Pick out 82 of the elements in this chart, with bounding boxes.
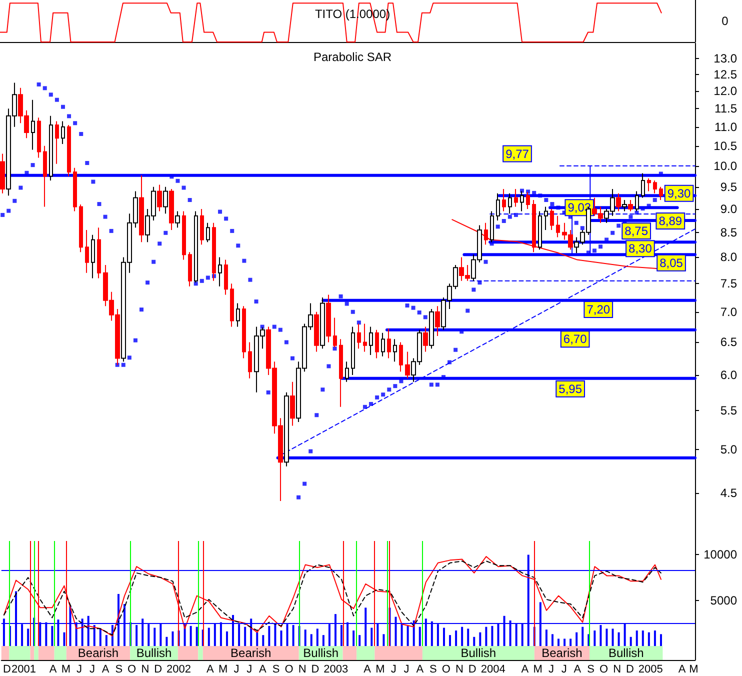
band-label: Bearish	[230, 646, 272, 660]
x-tick-label: A	[49, 664, 58, 676]
x-tick-label: N	[141, 664, 150, 676]
y-tick-label: 9.5	[720, 180, 738, 194]
band-label: Bearish	[78, 646, 119, 660]
y-tick-label: 5.5	[720, 404, 738, 418]
y-tick-label: 10.5	[714, 138, 738, 153]
x-tick-label: A	[574, 664, 582, 676]
x-tick-label: D	[468, 664, 476, 676]
x-tick-label: A	[521, 664, 530, 676]
x-tick-label: J	[234, 664, 240, 676]
x-tick-label: N	[613, 664, 622, 676]
annotation: 8,30	[628, 242, 652, 256]
y-tick-label: 4.5	[720, 486, 738, 500]
x-tick-label: 2001	[12, 664, 36, 676]
x-tick-label: J	[561, 664, 567, 676]
annotation: 6,70	[563, 332, 588, 346]
x-tick-label: 2005	[638, 664, 663, 676]
x-tick-label: M	[533, 664, 542, 676]
band-label: Bearish	[542, 646, 582, 660]
annotation: 8,89	[658, 214, 682, 228]
y-tick-label: 12.0	[714, 84, 738, 98]
annotation: 5,95	[558, 382, 582, 396]
x-tick-label: 2004	[480, 664, 506, 676]
y-tick-label: 13.0	[714, 51, 738, 66]
annotation: 8,75	[624, 224, 648, 238]
x-tick-label: J	[89, 664, 95, 676]
y-tick-label: 11.5	[714, 102, 738, 116]
x-tick-label: J	[548, 664, 554, 676]
x-tick-label: S	[115, 664, 123, 676]
x-tick-label: A	[102, 664, 110, 676]
x-tick-label: O	[128, 664, 137, 676]
y-tick-label: 5.0	[720, 442, 738, 457]
x-tick-label: M	[376, 664, 385, 676]
x-tick-label: 2003	[324, 664, 348, 676]
x-tick-label: N	[298, 664, 306, 676]
band-label: Bullish	[608, 646, 644, 660]
y-tick-label: 11.0	[714, 120, 738, 134]
x-tick-label: D	[311, 664, 320, 676]
text: Parabolic SAR	[313, 50, 392, 64]
x-tick-label: M	[218, 664, 228, 676]
x-tick-label: A	[206, 664, 215, 676]
x-tick-label: D	[154, 664, 162, 676]
text: 0	[722, 14, 729, 28]
x-tick-label: N	[456, 664, 464, 676]
y-tick-label: 8.5	[720, 225, 738, 240]
band-label: Bullish	[303, 646, 339, 660]
x-tick-label: O	[284, 664, 294, 676]
x-tick-label: M	[689, 664, 698, 676]
y-tick-label: 7.0	[720, 304, 738, 319]
x-tick-label: A	[416, 664, 424, 676]
x-tick-label: S	[430, 664, 437, 676]
y-tick-label: 9.0	[720, 202, 738, 216]
band-label: Bullish	[136, 646, 172, 660]
annotation: 9,77	[506, 146, 530, 161]
x-tick-label: 2002	[166, 664, 192, 676]
x-tick-label: J	[404, 664, 410, 676]
y-tick-label: 8.0	[720, 250, 738, 264]
x-tick-label: O	[599, 664, 608, 676]
x-tick-label: S	[587, 664, 594, 676]
x-tick-label: D	[2, 664, 11, 676]
x-tick-label: O	[442, 664, 451, 676]
x-tick-label: D	[626, 664, 634, 676]
x-tick-label: A	[678, 664, 686, 676]
x-tick-label: J	[390, 664, 396, 676]
x-tick-label: A	[364, 664, 372, 676]
x-tick-label: J	[76, 664, 82, 676]
y-tick-label: 10000	[704, 548, 738, 562]
band-label: Bullish	[460, 646, 496, 660]
x-tick-label: J	[246, 664, 252, 676]
x-tick-label: M	[61, 664, 71, 676]
y-tick-label: 6.5	[720, 335, 738, 350]
annotation: 7,20	[586, 302, 610, 317]
y-tick-label: 5000	[710, 593, 738, 608]
y-tick-label: 10.0	[714, 158, 738, 173]
y-tick-label: 7.5	[720, 276, 738, 291]
y-tick-label: 6.0	[720, 368, 738, 382]
annotation: 9,30	[667, 186, 692, 200]
annotation: 8,05	[660, 256, 684, 270]
y-tick-label: 12.5	[714, 68, 738, 82]
x-tick-label: A	[259, 664, 268, 676]
x-tick-label: S	[272, 664, 280, 676]
